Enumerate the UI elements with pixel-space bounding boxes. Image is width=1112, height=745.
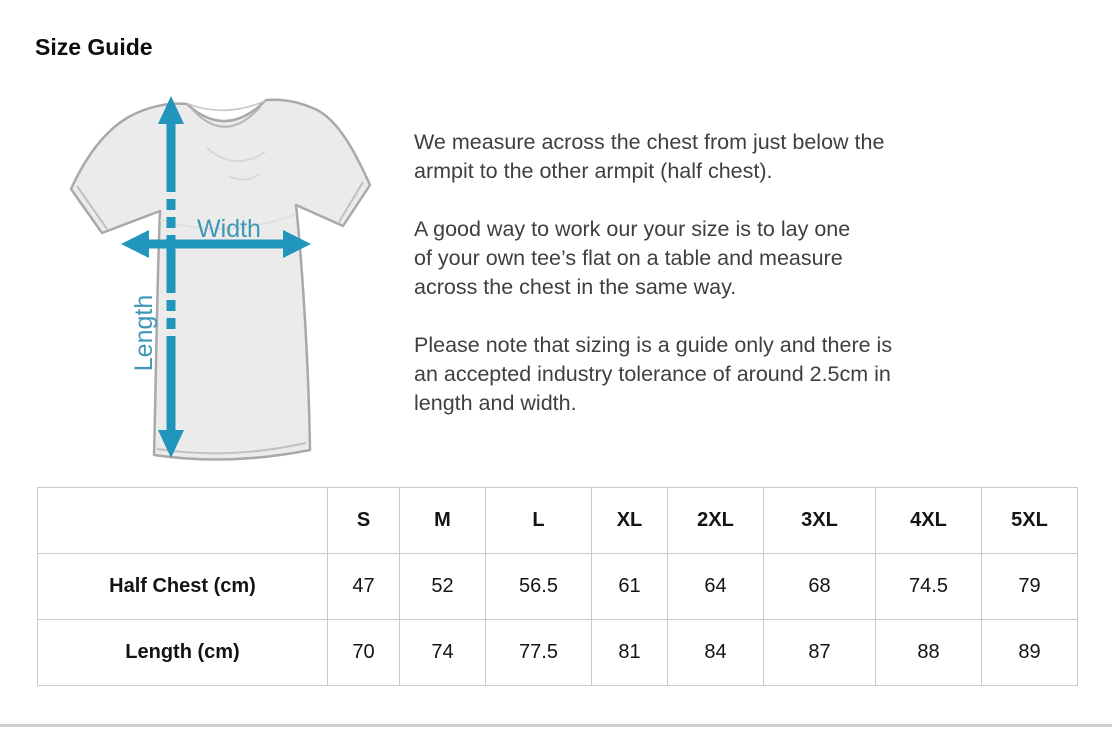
bottom-divider (0, 724, 1112, 727)
instruction-paragraph-3: Please note that sizing is a guide only … (414, 333, 893, 415)
half-chest-3xl: 68 (763, 553, 876, 620)
tshirt-graphic (69, 98, 372, 461)
length-3xl: 87 (763, 619, 876, 686)
size-table: S M L XL 2XL 3XL 4XL 5XL Half Chest (cm)… (37, 487, 1078, 686)
width-label: Width (197, 215, 261, 243)
size-table-header-row: S M L XL 2XL 3XL 4XL 5XL (37, 487, 1078, 554)
length-arrowhead-top (158, 96, 184, 124)
half-chest-5xl: 79 (981, 553, 1078, 620)
table-row-length: Length (cm) 70 74 77.5 81 84 87 88 89 (37, 619, 1078, 686)
measure-arrows (145, 120, 287, 434)
half-chest-2xl: 64 (667, 553, 764, 620)
half-chest-4xl: 74.5 (875, 553, 982, 620)
length-4xl: 88 (875, 619, 982, 686)
length-label: Length (130, 295, 158, 371)
row-label-length: Length (cm) (37, 619, 328, 686)
length-arrowhead-bottom (158, 430, 184, 458)
size-col-2xl: 2XL (667, 487, 764, 554)
tshirt-diagram-svg: Width Length (69, 96, 372, 461)
half-chest-m: 52 (399, 553, 486, 620)
arrow-heads (121, 96, 311, 458)
size-col-4xl: 4XL (875, 487, 982, 554)
size-col-l: L (485, 487, 592, 554)
length-s: 70 (327, 619, 400, 686)
instruction-paragraph-2: A good way to work our your size is to l… (414, 217, 851, 299)
size-col-3xl: 3XL (763, 487, 876, 554)
page-title: Size Guide (35, 34, 153, 60)
size-col-m: M (399, 487, 486, 554)
width-arrowhead-left (121, 230, 149, 258)
measurement-instructions: We measure across the chest from just be… (414, 128, 1039, 447)
size-col-xl: XL (591, 487, 668, 554)
size-table-corner-cell (37, 487, 328, 554)
half-chest-s: 47 (327, 553, 400, 620)
length-2xl: 84 (667, 619, 764, 686)
length-l: 77.5 (485, 619, 592, 686)
width-arrowhead-right (283, 230, 311, 258)
length-m: 74 (399, 619, 486, 686)
size-col-s: S (327, 487, 400, 554)
length-5xl: 89 (981, 619, 1078, 686)
half-chest-xl: 61 (591, 553, 668, 620)
row-label-half-chest: Half Chest (cm) (37, 553, 328, 620)
instruction-paragraph-1: We measure across the chest from just be… (414, 130, 885, 183)
table-row-half-chest: Half Chest (cm) 47 52 56.5 61 64 68 74.5… (37, 553, 1078, 620)
tshirt-measurement-figure: Width Length (58, 82, 380, 474)
size-col-5xl: 5XL (981, 487, 1078, 554)
half-chest-l: 56.5 (485, 553, 592, 620)
length-xl: 81 (591, 619, 668, 686)
